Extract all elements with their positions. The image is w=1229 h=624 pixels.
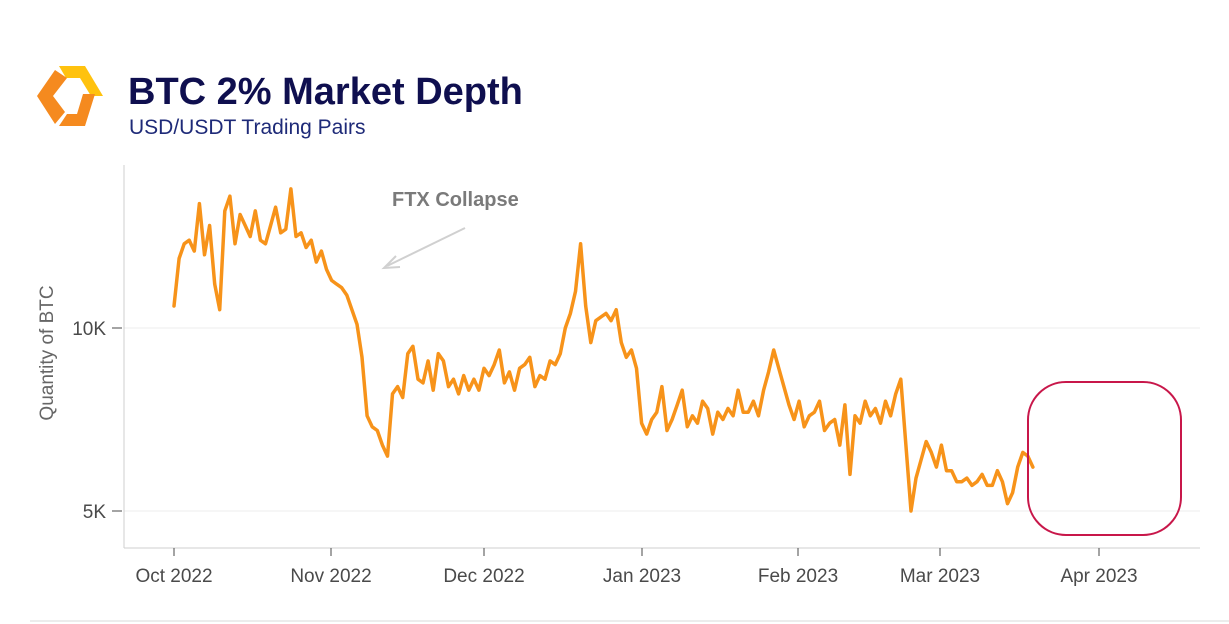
x-tick-feb-2023: Feb 2023 [758,548,838,587]
x-tick-mar-2023: Mar 2023 [900,548,980,587]
y-axis-title: Quantity of BTC [37,285,58,420]
highlight-box [1027,381,1182,536]
x-tick-oct-2022: Oct 2022 [135,548,213,587]
x-tick-label-mar-2023: Mar 2023 [900,566,980,587]
x-tick-apr-2023: Apr 2023 [1060,548,1138,587]
x-tick-label-feb-2023: Feb 2023 [758,566,838,587]
x-tick-label-oct-2022: Oct 2022 [135,566,212,587]
x-tick-label-nov-2022: Nov 2022 [290,566,371,587]
x-tick-label-jan-2023: Jan 2023 [603,566,681,587]
annotation-ftx-collapse: FTX Collapse [392,189,519,211]
x-tick-label-apr-2023: Apr 2023 [1060,566,1137,587]
x-tick-jan-2023: Jan 2023 [603,548,681,587]
x-tick-label-dec-2022: Dec 2022 [443,566,524,587]
x-tick-dec-2022: Dec 2022 [443,548,525,587]
series-line-btc-depth [172,187,1035,513]
y-tick-label-10k: 10K [72,319,106,340]
x-tick-nov-2022: Nov 2022 [290,548,372,587]
chart-subtitle: USD/USDT Trading Pairs [129,116,366,139]
y-tick-5k: 5K [83,502,122,523]
annotation-arrow [381,227,466,270]
chart-title: BTC 2% Market Depth [128,71,523,113]
y-tick-label-5k: 5K [83,502,107,523]
y-tick-10k: 10K [72,319,122,340]
hexagon-logo-icon [37,66,103,126]
